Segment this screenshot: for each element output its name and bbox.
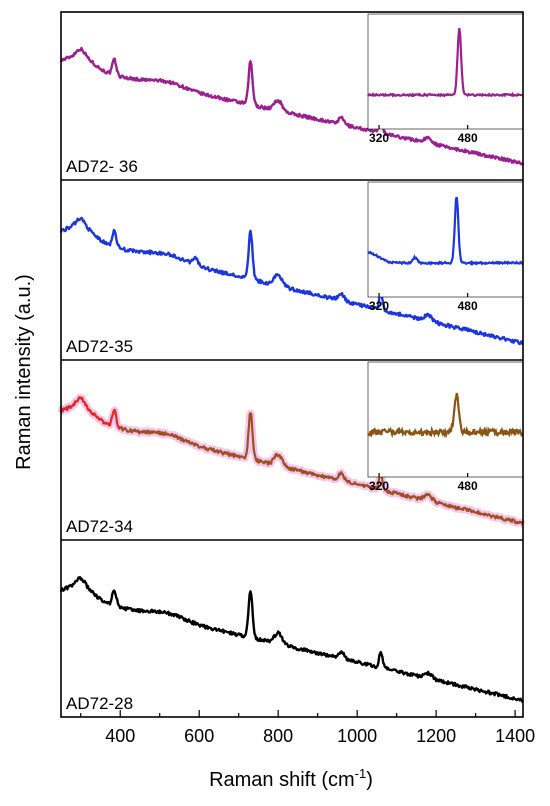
panel-1: AD72- 36 320 480 bbox=[59, 13, 525, 176]
plot-frame bbox=[60, 11, 524, 718]
panel-label-4: AD72-28 bbox=[66, 694, 133, 713]
x-tick-label-5: 1200 bbox=[416, 726, 456, 746]
inset-tick-label-3-1: 320 bbox=[369, 479, 389, 493]
x-axis-label: Raman shift (cm-1) bbox=[209, 766, 373, 791]
x-tick-label-6: 1400 bbox=[495, 726, 535, 746]
inset-2: 320 480 bbox=[367, 181, 524, 313]
x-tick-label-3: 800 bbox=[263, 726, 293, 746]
inset-1: 320 480 bbox=[367, 13, 524, 145]
inset-series-2 bbox=[367, 196, 523, 267]
inset-tick-label-2-2: 480 bbox=[458, 299, 478, 313]
panel-label-2: AD72-35 bbox=[66, 337, 133, 356]
series-line-2 bbox=[59, 216, 524, 346]
inset-tick-label-2-1: 320 bbox=[369, 299, 389, 313]
series-line-start-3 bbox=[59, 396, 122, 430]
x-axis-label-close: ) bbox=[366, 769, 373, 791]
inset-series-3 bbox=[367, 392, 523, 439]
y-axis-label: Raman intensity (a.u.) bbox=[13, 274, 35, 470]
inset-tick-label-1-1: 320 bbox=[369, 131, 389, 145]
panel-label-3: AD72-34 bbox=[66, 517, 133, 536]
panels-layer: AD72- 36 320 480 AD72-35 320 480 AD72-34 320 480… bbox=[57, 13, 526, 713]
x-axis-label-main: Raman shift (cm bbox=[209, 769, 355, 791]
x-tick-label-2: 600 bbox=[184, 726, 214, 746]
inset-frame-3 bbox=[367, 361, 524, 478]
panel-4: AD72-28 bbox=[59, 576, 524, 713]
inset-series-1 bbox=[367, 27, 523, 98]
x-tick-label-1: 400 bbox=[105, 726, 135, 746]
panel-2: AD72-35 320 480 bbox=[59, 181, 524, 356]
inset-tick-label-3-2: 480 bbox=[458, 479, 478, 493]
x-tick-label-4: 1000 bbox=[337, 726, 377, 746]
inset-tick-label-1-2: 480 bbox=[458, 131, 478, 145]
series-line-4 bbox=[59, 576, 524, 703]
panel-3: AD72-34 320 480 bbox=[57, 361, 526, 536]
series-line-3 bbox=[120, 412, 524, 526]
panel-label-1: AD72- 36 bbox=[66, 157, 138, 176]
series-line-1 bbox=[59, 46, 525, 166]
inset-frame-2 bbox=[367, 181, 524, 298]
inset-3: 320 480 bbox=[367, 361, 524, 493]
inset-frame-1 bbox=[367, 13, 524, 130]
x-axis-label-sup: -1 bbox=[355, 766, 367, 781]
frame-layer: 400 600 800 1000 1200 1400 bbox=[60, 11, 535, 746]
